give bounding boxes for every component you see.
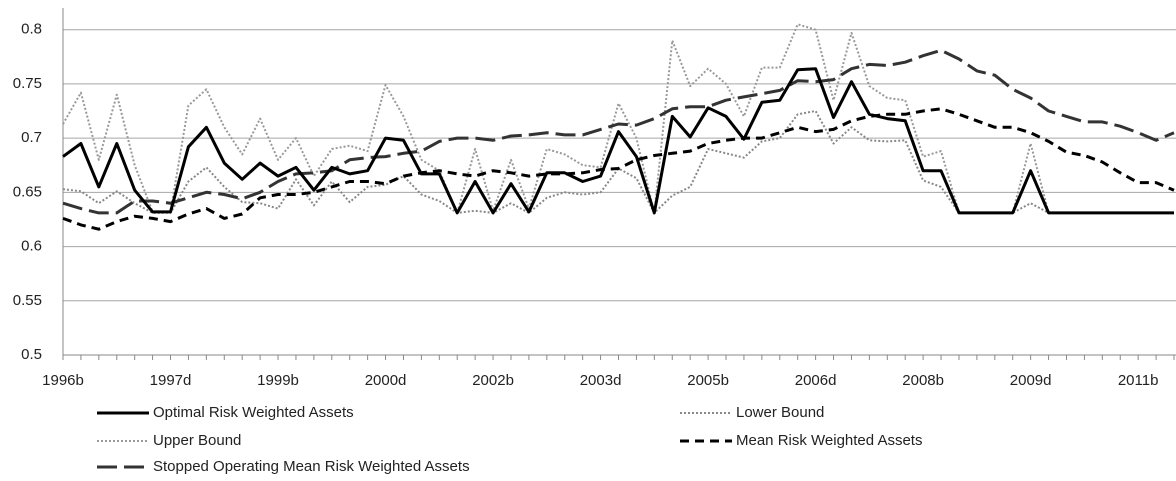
y-tick-label: 0.7 <box>21 129 42 146</box>
series-line <box>62 107 1175 231</box>
x-tick-label: 1997d <box>150 372 192 389</box>
series-line <box>62 23 1174 214</box>
series-line <box>62 48 1175 215</box>
y-tick-label: 0.6 <box>21 238 42 255</box>
legend-label: Stopped Operating Mean Risk Weighted Ass… <box>153 458 470 475</box>
y-tick-label: 0.65 <box>13 183 42 200</box>
x-tick-label: 2003d <box>580 372 622 389</box>
series-line <box>62 67 1174 215</box>
y-tick-label: 0.55 <box>13 292 42 309</box>
legend-label: Optimal Risk Weighted Assets <box>153 404 354 421</box>
y-tick-label: 0.75 <box>13 75 42 92</box>
x-tick-label: 2009d <box>1010 372 1052 389</box>
legend-label: Lower Bound <box>736 404 824 421</box>
legend-label: Mean Risk Weighted Assets <box>736 432 922 449</box>
x-tick-label: 2008b <box>902 372 944 389</box>
x-tick-label: 1996b <box>42 372 84 389</box>
legend-label: Upper Bound <box>153 432 241 449</box>
x-tick-label: 2000d <box>365 372 407 389</box>
x-tick-label: 2002b <box>472 372 514 389</box>
y-tick-label: 0.5 <box>21 346 42 363</box>
y-tick-label: 0.8 <box>21 21 42 38</box>
x-tick-label: 2011b <box>1118 372 1159 389</box>
x-tick-label: 1999b <box>257 372 299 389</box>
x-tick-label: 2005b <box>687 372 729 389</box>
x-tick-label: 2006d <box>795 372 837 389</box>
